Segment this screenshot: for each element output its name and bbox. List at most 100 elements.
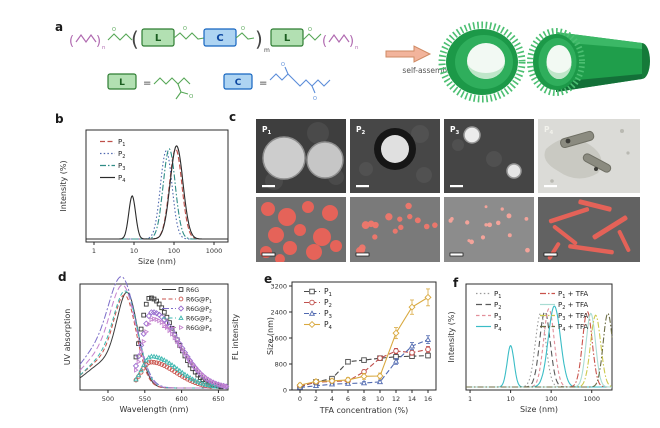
panel-a-label: a <box>55 20 64 34</box>
svg-text:1000: 1000 <box>206 247 223 255</box>
svg-text:550: 550 <box>139 395 151 403</box>
svg-text:P1: P1 <box>324 287 332 298</box>
self-assembly-label: self-assembly <box>402 66 454 75</box>
svg-text:10: 10 <box>506 395 514 403</box>
svg-text:P4: P4 <box>494 323 501 333</box>
svg-text:1000: 1000 <box>583 395 600 403</box>
svg-text:O: O <box>281 62 285 68</box>
svg-text:1: 1 <box>468 395 472 403</box>
svg-text:P2: P2 <box>356 125 366 136</box>
polymer-structure-diagram: ( ) n O ( L O C O ) m L O ( ) n <box>69 26 359 102</box>
svg-text:O: O <box>189 94 194 100</box>
svg-text:P4 + TFA: P4 + TFA <box>558 323 588 333</box>
svg-text:14: 14 <box>408 395 416 403</box>
svg-text:P3: P3 <box>494 312 501 322</box>
svg-text:P2 + TFA: P2 + TFA <box>558 301 588 311</box>
svg-text:16: 16 <box>424 395 432 403</box>
micrograph-tile: P3 <box>444 119 534 193</box>
svg-text:P1: P1 <box>494 290 501 300</box>
micrograph-tile <box>256 197 346 262</box>
svg-text:C: C <box>235 78 242 88</box>
svg-text:FL intensity: FL intensity <box>231 314 240 361</box>
panel-e-label: e <box>264 272 273 286</box>
svg-text:12: 12 <box>392 395 400 403</box>
svg-text:6: 6 <box>346 395 350 403</box>
spectra-chart-panel-d: 500 550 600 650 Wavelength (nm) UV absorption… <box>50 272 250 428</box>
dls-tfa-chart-panel-f: 1 10 100 1000 Size (nm) Intensity (%) P1 P2 P3 P4… <box>447 272 654 428</box>
panel-d-label: d <box>58 270 67 284</box>
svg-text:1600: 1600 <box>270 335 287 343</box>
svg-text:UV absorption: UV absorption <box>63 309 72 366</box>
svg-text:O: O <box>183 26 187 32</box>
micrograph-grid: P1 P2 P3 P4 <box>242 112 648 264</box>
svg-text:O: O <box>313 96 317 102</box>
micrograph-tile: P1 <box>256 119 346 193</box>
svg-text:P1: P1 <box>262 125 272 136</box>
l-monomer-structure <box>153 77 191 100</box>
svg-text:R6G: R6G <box>186 287 199 294</box>
svg-text:): ) <box>96 34 101 49</box>
svg-text:100: 100 <box>168 247 180 255</box>
svg-text:4: 4 <box>330 395 334 403</box>
svg-text:TFA concentration (%): TFA concentration (%) <box>319 406 409 415</box>
self-assembly-arrow-icon <box>385 45 432 63</box>
svg-text:0: 0 <box>283 387 287 395</box>
svg-text:O: O <box>112 27 116 33</box>
svg-text:L: L <box>119 78 125 88</box>
svg-text:O: O <box>308 27 312 33</box>
svg-text:P2: P2 <box>324 298 332 309</box>
svg-text:n: n <box>355 45 359 51</box>
svg-text:P2: P2 <box>118 150 125 160</box>
svg-text:): ) <box>255 27 263 51</box>
svg-text:R6G@P3: R6G@P3 <box>186 315 212 325</box>
svg-text:R6G@P4: R6G@P4 <box>186 324 212 334</box>
nanotube-illustration <box>438 21 650 103</box>
svg-text:8: 8 <box>362 395 366 403</box>
svg-text:Wavelength (nm): Wavelength (nm) <box>119 405 188 414</box>
svg-text:500: 500 <box>102 395 114 403</box>
micrograph-tile <box>444 197 534 262</box>
svg-text:O: O <box>241 26 245 32</box>
micrograph-tile: P4 <box>538 119 640 193</box>
svg-text:2400: 2400 <box>270 309 287 317</box>
svg-text:Size (nm): Size (nm) <box>138 257 176 266</box>
c-monomer-structure <box>269 66 331 94</box>
svg-text:Intensity (%): Intensity (%) <box>448 311 456 362</box>
svg-text:0: 0 <box>298 395 302 403</box>
svg-text:): ) <box>349 34 354 49</box>
dls-chart-panel-b: 1 10 100 1000 Size (nm) Intensity (%) P1 P2 P3 P4 <box>56 114 236 270</box>
svg-text:P1 + TFA: P1 + TFA <box>558 290 588 300</box>
svg-text:P4: P4 <box>118 174 125 184</box>
svg-text:P4: P4 <box>324 320 333 331</box>
svg-text:2: 2 <box>314 395 318 403</box>
svg-text:3200: 3200 <box>270 283 287 291</box>
svg-text:1: 1 <box>92 247 96 255</box>
panel-c-label: c <box>229 110 237 124</box>
micrograph-tile <box>538 197 640 262</box>
svg-text:600: 600 <box>175 395 187 403</box>
micrograph-tile: P2 <box>350 119 440 193</box>
svg-text:L: L <box>155 33 162 44</box>
micrograph-tile <box>350 197 440 262</box>
svg-text:P3: P3 <box>450 125 460 136</box>
svg-text:n: n <box>102 45 106 51</box>
svg-text:Size (nm): Size (nm) <box>266 317 275 355</box>
panel-b-label: b <box>55 112 64 126</box>
svg-text:R6G@P2: R6G@P2 <box>186 305 212 315</box>
svg-text:(: ( <box>131 27 139 51</box>
svg-text:(: ( <box>69 34 74 49</box>
svg-text:L: L <box>284 33 291 44</box>
svg-text:P2: P2 <box>494 301 501 311</box>
svg-text:C: C <box>216 33 223 44</box>
panel-f-label: f <box>453 276 459 290</box>
svg-text:P4: P4 <box>544 125 554 136</box>
svg-text:m: m <box>264 47 270 54</box>
svg-text:R6G@P1: R6G@P1 <box>186 296 212 306</box>
svg-text:Size (nm): Size (nm) <box>520 405 558 414</box>
svg-text:10: 10 <box>376 395 384 403</box>
svg-text:P3 + TFA: P3 + TFA <box>558 312 588 322</box>
svg-text:800: 800 <box>275 361 287 369</box>
svg-text:=: = <box>143 78 151 89</box>
size-tfa-chart-panel-e: 0 2 4 6 8 10 12 14 16 0 800 1600 2400 3200 TFA concent… <box>266 272 456 428</box>
